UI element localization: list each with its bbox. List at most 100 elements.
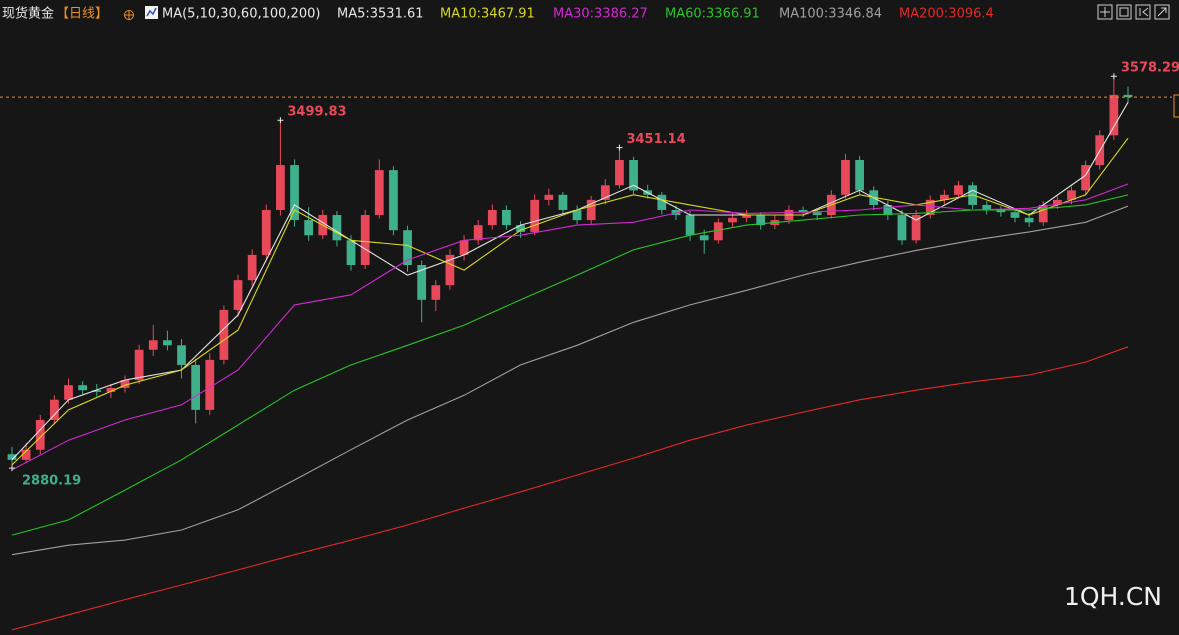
candle-body (21, 449, 31, 460)
candle-body (713, 222, 723, 241)
plot-area: 3499.83 3451.14 3578.29 2880.19 (0, 61, 1179, 631)
add-icon[interactable] (124, 10, 134, 20)
high-marker (1110, 73, 1117, 80)
candle-body (657, 194, 667, 210)
ma-line (11, 346, 1129, 631)
period-label[interactable]: 【日线】 (56, 7, 108, 22)
candle-body (247, 254, 257, 281)
instrument-title: 现货黄金 (2, 6, 54, 22)
candle-body (163, 340, 172, 346)
candle-body (996, 209, 1006, 213)
candle-body (374, 170, 384, 216)
high-marker (616, 144, 623, 151)
indicator-icon[interactable] (145, 6, 158, 19)
candle-body (897, 215, 907, 241)
legend-entry: MA10:3467.91 (440, 7, 535, 22)
candle-body (544, 194, 554, 200)
candle-body (685, 215, 695, 236)
candle-body (530, 199, 540, 232)
candle-body (812, 212, 822, 216)
candle-body (1052, 199, 1062, 205)
candle-body (516, 225, 525, 232)
candle-body (332, 215, 342, 241)
candle-body (728, 217, 737, 223)
high-label: 3499.83 (287, 105, 346, 120)
candle-body (798, 209, 808, 213)
candle-body (473, 225, 483, 241)
candle-body (445, 254, 455, 286)
candle-body (360, 215, 370, 266)
toolbar (1097, 4, 1170, 20)
candle-body (205, 359, 215, 410)
candle-body (487, 209, 497, 226)
price-tag (1173, 94, 1179, 118)
candle-body (290, 165, 299, 221)
candle-body (911, 215, 921, 241)
legend-entry: MA30:3386.27 (553, 7, 648, 22)
candle-body (389, 170, 398, 231)
candle-body (35, 419, 45, 450)
indicator-label: MA(5,10,30,60,100,200) (162, 7, 320, 22)
legend-entry: MA5:3531.61 (337, 7, 424, 22)
toolbar-button[interactable] (1116, 4, 1132, 20)
candle-body (431, 285, 441, 300)
candle-body (219, 309, 229, 360)
candle-body (1024, 217, 1034, 223)
candle-body (756, 215, 766, 226)
toolbar-button[interactable] (1135, 4, 1151, 20)
candle-body (148, 340, 158, 350)
candle-body (699, 235, 709, 241)
candle-body (276, 165, 285, 210)
candle-body (855, 160, 864, 191)
high-label: 3451.14 (626, 132, 685, 147)
candle-body (417, 265, 427, 300)
legend-entry: MA60:3366.91 (665, 7, 760, 22)
candle-body (64, 385, 73, 400)
watermark: 1QH.CN (1064, 582, 1162, 611)
low-label: 2880.19 (22, 474, 81, 489)
candle-body (261, 209, 271, 255)
candle-body (191, 364, 201, 410)
high-marker (277, 117, 284, 124)
candle-body (7, 454, 17, 460)
candle-body (346, 240, 356, 266)
candle-body (572, 209, 582, 221)
candle-body (925, 199, 935, 216)
candle-body (106, 387, 116, 392)
candle-body (558, 194, 568, 210)
candle-body (403, 230, 412, 266)
ma-line (11, 205, 1129, 556)
toolbar-button[interactable] (1154, 4, 1170, 20)
toolbar-button[interactable] (1097, 4, 1113, 20)
candle-body (233, 280, 243, 310)
candle-body (134, 349, 144, 381)
candle-body (742, 215, 751, 218)
candle-body (177, 345, 186, 365)
candle-body (1081, 165, 1090, 191)
candle-body (982, 204, 992, 210)
candle-body (954, 185, 963, 195)
candle-body (1123, 94, 1133, 98)
candle-body (841, 160, 850, 195)
candle-body (78, 385, 88, 391)
ma-line (11, 183, 1129, 471)
candle-body (615, 160, 624, 186)
candle-body (1010, 212, 1020, 218)
candle-body (883, 204, 893, 216)
candle-body (50, 399, 59, 420)
ma-line (11, 137, 1129, 466)
candle-body (629, 160, 638, 191)
low-marker (9, 465, 15, 472)
candle-body (459, 240, 469, 255)
candle-body (120, 380, 130, 388)
candle-body (600, 185, 610, 200)
candle-body (304, 220, 314, 236)
candle-body (939, 194, 949, 200)
candle-body (1067, 190, 1076, 200)
legend-entry: MA200:3096.4 (899, 7, 994, 22)
candle-body (1109, 94, 1119, 136)
candle-body (92, 390, 102, 392)
legend-entry: MA100:3346.84 (779, 7, 882, 22)
